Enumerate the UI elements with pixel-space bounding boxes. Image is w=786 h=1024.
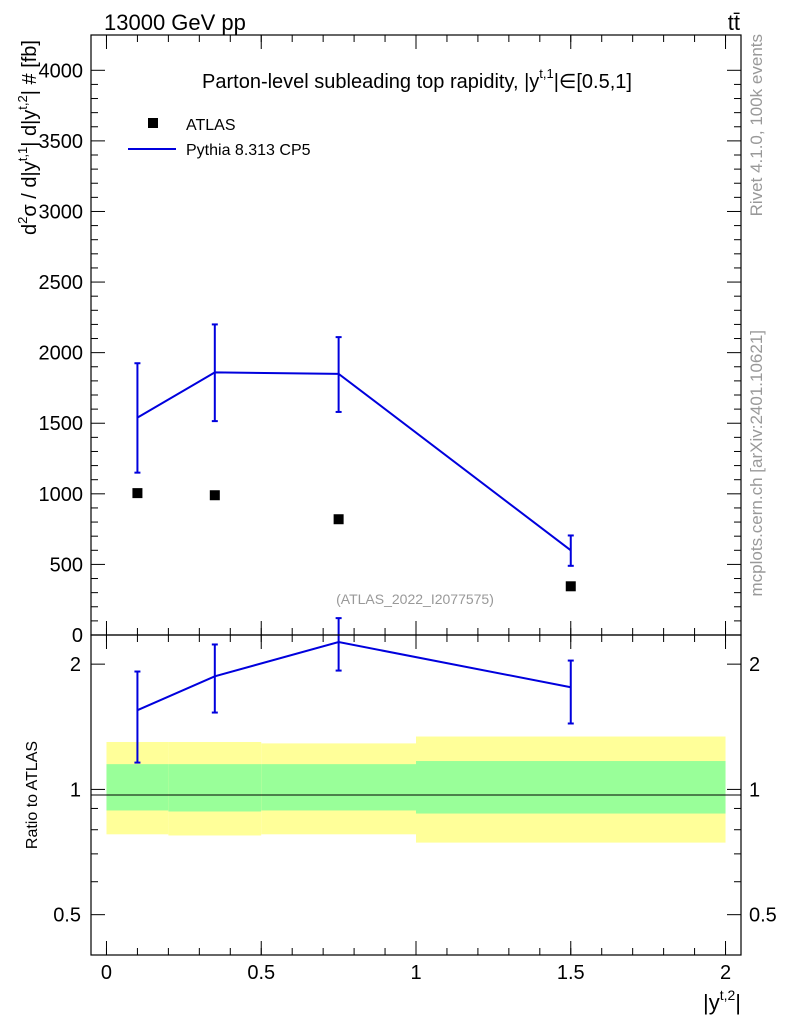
main-ytick-label: 1000: [39, 484, 84, 506]
ratio-xlabel-tail: |: [735, 990, 741, 1015]
rivet-label: Rivet 4.1.0, 100k events: [747, 34, 766, 216]
main-ylabel-s3: t,2: [15, 95, 30, 109]
pythia-line: [136, 371, 572, 552]
ratio-xtick-label: 0.5: [247, 962, 275, 984]
ratio-ytick-label-right: 0.5: [749, 905, 777, 927]
main-panel: (ATLAS_2022_I2077575) 0 500 1000 1500 2000 25…: [15, 34, 742, 647]
ratio-band-inner: [106, 764, 169, 811]
main-title-text: Parton-level subleading top rapidity, |y: [202, 71, 539, 93]
main-ytick-label: 1500: [39, 413, 84, 435]
ratio-xtick-label: 0: [101, 962, 112, 984]
main-ylabel: d2σ / d|yt,1| d|yt,2| # [fb]: [15, 40, 41, 235]
main-title-tail: |∈[0.5,1]: [554, 71, 632, 93]
ratio-xtick-label: 1.5: [557, 962, 585, 984]
main-ylabel-s2: t,1: [15, 147, 30, 161]
ratio-xtick-label: 1: [410, 962, 421, 984]
ratio-ytick-label: 2: [70, 654, 81, 676]
atlas-point: [333, 514, 344, 525]
mcplots-label: mcplots.cern.ch [arXiv:2401.10621]: [747, 330, 766, 596]
ratio-xlabel: |yt,2|: [703, 987, 741, 1015]
ratio-xtick-label: 2: [720, 962, 731, 984]
atlas-point: [565, 581, 576, 592]
main-ylabel-p1: d: [19, 224, 41, 235]
main-ytick-label: 4000: [39, 60, 84, 82]
ratio-band-inner: [168, 764, 262, 812]
main-ytick-label: 2000: [39, 343, 84, 365]
ratio-ytick-label: 1: [70, 779, 81, 801]
main-ytick-label: 0: [72, 625, 83, 647]
main-title: Parton-level subleading top rapidity, |y…: [202, 66, 632, 93]
watermark: (ATLAS_2022_I2077575): [336, 591, 494, 607]
ratio-ytick-label: 0.5: [53, 905, 81, 927]
main-ytick-label: 2500: [39, 272, 84, 294]
legend-pythia-label: Pythia 8.313 CP5: [186, 142, 311, 159]
process-label: tt̄: [728, 10, 740, 35]
main-ytick-label: 3000: [39, 201, 84, 223]
ratio-ytick-label-right: 1: [749, 779, 760, 801]
ratio-band-inner: [261, 764, 416, 811]
ratio-xlabel-text: |y: [703, 990, 720, 1015]
legend: ATLAS Pythia 8.313 CP5: [128, 117, 311, 159]
main-title-sup: t,1: [539, 66, 553, 81]
energy-label: 13000 GeV pp: [104, 10, 246, 35]
ratio-pythia-line: [137, 641, 571, 712]
ratio-band-inner: [416, 761, 726, 814]
main-ylabel-s1: 2: [15, 217, 30, 224]
main-ytick-label: 3500: [39, 131, 84, 153]
atlas-point: [132, 488, 143, 499]
legend-atlas-label: ATLAS: [186, 117, 236, 134]
ratio-ytick-label-right: 2: [749, 654, 760, 676]
main-ylabel-p2: σ / d|y: [19, 161, 41, 216]
legend-atlas-marker: [148, 118, 158, 128]
ratio-panel: 0.5 0.5 1 1 2 2 0 0.5 1 1.5 2 Ratio to ATLAS |yt,2…: [24, 617, 777, 1015]
main-ylabel-p3: | d|y: [19, 110, 41, 147]
main-ytick-label: 500: [50, 554, 83, 576]
ratio-ylabel: Ratio to ATLAS: [24, 741, 41, 849]
atlas-point: [209, 490, 220, 501]
ratio-xlabel-sup: t,2: [720, 987, 736, 1003]
main-ylabel-p4: | # [fb]: [19, 40, 41, 95]
